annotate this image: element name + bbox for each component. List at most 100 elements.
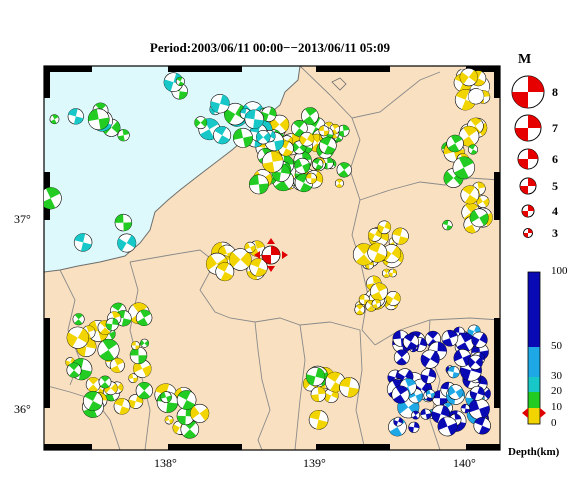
mag-4: 4 xyxy=(552,204,558,218)
mechanism-ball xyxy=(385,291,401,306)
depth-10: 10 xyxy=(551,401,562,413)
mechanism-ball xyxy=(117,233,137,253)
mechanism-ball xyxy=(261,151,284,173)
mechanism-ball xyxy=(131,341,141,350)
mechanism-ball xyxy=(97,338,120,361)
highlight-event xyxy=(254,238,288,272)
mechanism-ball xyxy=(109,357,125,373)
mechanism-ball xyxy=(233,127,253,148)
depth-20: 20 xyxy=(551,385,562,397)
depth-50: 50 xyxy=(551,340,562,352)
mechanism-ball xyxy=(67,108,84,125)
mag-3: 3 xyxy=(552,226,558,240)
mechanism-ball xyxy=(105,317,119,331)
mechanism-ball xyxy=(83,391,103,411)
mechanism-ball xyxy=(393,349,410,366)
island xyxy=(331,77,347,91)
mechanism-ball xyxy=(447,384,464,400)
mechanism-ball xyxy=(339,377,360,398)
mechanism-ball xyxy=(66,326,89,349)
mechanism-ball xyxy=(249,258,268,277)
mechanism-ball xyxy=(85,377,101,392)
mechanism-ball xyxy=(210,93,230,114)
mechanism-ball xyxy=(248,174,269,195)
mechanism-ball xyxy=(135,382,153,400)
mag-8: 8 xyxy=(552,85,558,99)
mechanism-ball xyxy=(308,409,329,430)
mechanism-ball xyxy=(425,389,436,399)
mechanism-ball xyxy=(354,304,366,316)
mechanism-ball xyxy=(318,136,337,155)
mechanism-ball xyxy=(98,375,112,389)
mechanism-ball xyxy=(446,134,464,153)
mechanism-ball xyxy=(66,362,82,378)
mechanism-ball xyxy=(467,144,479,155)
mechanism-ball xyxy=(72,313,85,326)
mechanism-ball xyxy=(391,385,410,404)
depth-30: 30 xyxy=(551,370,562,382)
mechanism-ball xyxy=(467,88,485,105)
mechanism-ball xyxy=(160,391,172,403)
mechanism-markers xyxy=(44,67,493,439)
x-tick-139: 139° xyxy=(303,456,326,470)
magnitude-legend xyxy=(511,75,545,238)
mechanism-ball xyxy=(229,248,252,271)
mechanism-ball xyxy=(305,367,326,387)
mechanism-ball xyxy=(370,282,388,301)
mechanism-ball xyxy=(49,114,60,125)
mechanism-ball xyxy=(442,219,453,231)
mechanism-ball xyxy=(334,178,344,188)
depth-title: Depth(km) xyxy=(508,446,560,458)
mechanism-ball xyxy=(113,397,131,415)
mechanism-ball xyxy=(164,415,174,425)
x-tick-138: 138° xyxy=(154,456,177,470)
mechanism-ball xyxy=(408,421,420,433)
mechanism-ball xyxy=(469,385,485,401)
depth-100: 100 xyxy=(551,265,568,277)
mechanism-ball xyxy=(213,126,232,145)
mechanism-ball xyxy=(473,417,491,435)
mechanism-ball xyxy=(393,416,403,427)
mechanism-ball xyxy=(371,299,382,309)
frame xyxy=(43,65,501,451)
mechanism-ball xyxy=(310,386,327,402)
mechanism-ball xyxy=(468,398,490,420)
depth-colorbar xyxy=(522,271,546,425)
mechanism-ball xyxy=(215,262,235,282)
mechanism-ball xyxy=(452,156,475,179)
mechanism-ball xyxy=(176,390,197,410)
mechanism-ball xyxy=(441,329,459,347)
mechanism-ball xyxy=(460,403,471,414)
mechanism-ball xyxy=(337,124,350,137)
mechanism-ball xyxy=(458,125,480,147)
y-tick-36: 36° xyxy=(14,402,31,416)
mechanism-ball xyxy=(140,338,149,348)
mechanism-ball xyxy=(420,349,440,369)
mechanism-ball xyxy=(459,67,478,87)
mechanism-ball xyxy=(402,333,419,350)
mechanism-ball xyxy=(469,208,489,228)
mechanism-ball xyxy=(312,158,324,170)
mechanism-ball xyxy=(114,213,133,232)
mag-6: 6 xyxy=(552,152,558,166)
depth-0: 0 xyxy=(551,417,557,429)
mag-5: 5 xyxy=(552,179,558,193)
mechanism-ball xyxy=(471,331,488,348)
mechanism-ball xyxy=(256,129,271,145)
mechanism-ball xyxy=(467,354,483,370)
mechanism-ball xyxy=(129,346,148,365)
mechanism-ball xyxy=(411,410,421,420)
mechanism-ball xyxy=(135,309,153,326)
mechanism-ball xyxy=(128,373,138,384)
mechanism-ball xyxy=(117,129,130,142)
mechanism-ball xyxy=(190,403,210,423)
mechanism-ball xyxy=(336,162,352,178)
mechanism-ball xyxy=(388,268,398,278)
mechanism-ball xyxy=(367,242,388,263)
mechanism-ball xyxy=(244,109,265,129)
mechanism-ball xyxy=(175,76,185,87)
mechanism-ball xyxy=(447,366,460,379)
mechanism-ball xyxy=(305,172,317,184)
mechanism-ball xyxy=(65,357,76,368)
